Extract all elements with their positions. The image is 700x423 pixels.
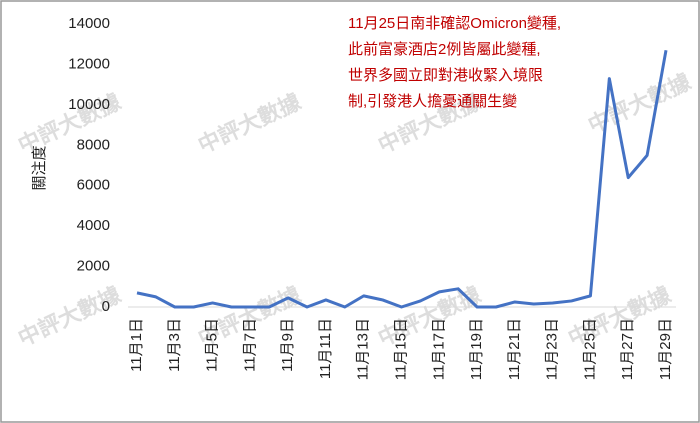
x-tick-label: 11月13日 (355, 318, 372, 380)
annotation: 制,引發港人擔憂通關生變 (348, 93, 517, 110)
y-tick-label: 0 (102, 298, 110, 315)
x-tick-label: 11月3日 (166, 318, 183, 372)
x-tick-label: 11月21日 (506, 318, 523, 380)
x-tick-label: 11月11日 (317, 318, 334, 379)
y-axis-label: 關注度 (31, 145, 48, 190)
x-tick-label: 11月29日 (657, 318, 674, 380)
annotation: 此前富豪酒店2例皆屬此變種, (348, 40, 541, 58)
x-tick-label: 11月27日 (619, 318, 636, 380)
x-tick-label: 11月15日 (392, 318, 409, 380)
y-tick-label: 2000 (77, 258, 110, 275)
x-tick-label: 11月1日 (128, 318, 145, 372)
x-tick-label: 11月25日 (581, 318, 598, 380)
data-line (136, 50, 668, 309)
x-tick-label: 11月19日 (468, 318, 485, 380)
y-tick-label: 4000 (77, 217, 110, 234)
x-tick-label: 11月7日 (241, 318, 258, 372)
x-tick-label: 11月5日 (204, 318, 221, 372)
annotation: 11月25日南非確認Omicron變種, (348, 15, 561, 32)
y-tick-label: 14000 (68, 15, 110, 32)
x-tick-label: 11月23日 (544, 318, 561, 380)
x-tick-label: 11月17日 (430, 318, 447, 380)
y-tick-label: 6000 (77, 177, 110, 194)
y-tick-label: 12000 (68, 55, 110, 72)
y-tick-label: 10000 (68, 96, 110, 113)
annotation: 世界多國立即對港收緊入境限 (348, 66, 543, 84)
x-tick-label: 11月9日 (279, 318, 296, 372)
y-tick-label: 8000 (77, 136, 110, 153)
